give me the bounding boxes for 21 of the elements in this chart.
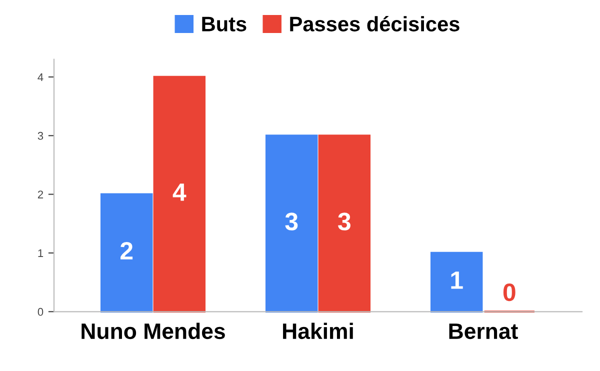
data-label: 1: [451, 272, 463, 289]
bar: [318, 134, 371, 313]
data-label: 3: [338, 212, 350, 230]
x-tick-label: Hakimi: [283, 322, 353, 340]
y-tick-label: 1: [38, 249, 44, 257]
bar: [100, 193, 153, 313]
legend-label: Buts: [202, 16, 246, 32]
data-label: 2: [120, 242, 133, 260]
y-tick-label: 3: [38, 132, 44, 140]
y-tick-label: 0: [38, 308, 44, 316]
y-tick-label: 2: [38, 190, 44, 198]
bar: [430, 252, 483, 313]
legend-label: Passes décisices: [290, 16, 460, 32]
data-label: 3: [285, 212, 298, 230]
x-tick-label: Bernat: [449, 324, 518, 340]
bar: [265, 134, 318, 313]
bar: [153, 76, 206, 313]
y-tick-label: 4: [38, 73, 44, 81]
data-label: 4: [172, 184, 186, 201]
data-label: 0: [503, 283, 516, 302]
x-tick-label: Nuno Mendes: [82, 322, 225, 340]
